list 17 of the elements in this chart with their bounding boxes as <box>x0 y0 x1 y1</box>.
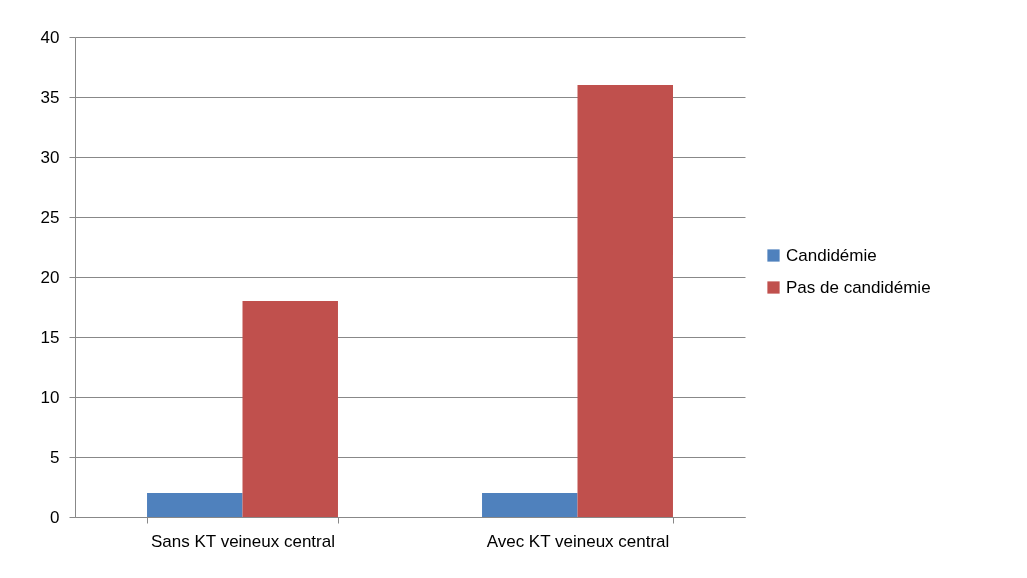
bar <box>482 493 578 517</box>
legend-label: Candidémie <box>786 245 877 265</box>
y-tick-label: 10 <box>40 387 60 407</box>
y-tick-label: 35 <box>40 87 60 107</box>
y-tick-label: 0 <box>50 507 60 527</box>
y-tick-label: 15 <box>40 327 60 347</box>
y-tick-label: 25 <box>40 207 60 227</box>
bar <box>147 493 243 517</box>
bar <box>577 85 673 517</box>
x-tick-label: Avec KT veineux central <box>486 531 670 551</box>
y-tick-label: 30 <box>40 147 60 167</box>
x-tick-label: Sans KT veineux central <box>151 531 335 551</box>
bar <box>242 301 338 517</box>
y-tick-label: 5 <box>50 447 60 467</box>
y-tick-label: 20 <box>40 267 60 287</box>
legend-label: Pas de candidémie <box>786 277 931 297</box>
y-tick-label: 40 <box>40 27 60 47</box>
